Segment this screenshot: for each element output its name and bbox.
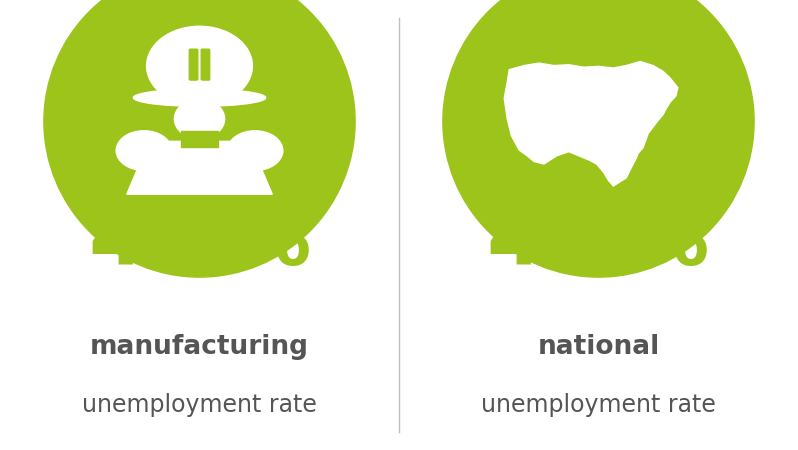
Ellipse shape — [227, 131, 282, 171]
Polygon shape — [504, 62, 678, 186]
Text: 4.0%: 4.0% — [88, 204, 311, 282]
Ellipse shape — [147, 26, 252, 106]
Polygon shape — [127, 141, 272, 194]
Ellipse shape — [133, 89, 266, 106]
Text: national: national — [537, 333, 660, 360]
Ellipse shape — [44, 0, 355, 277]
FancyBboxPatch shape — [181, 131, 218, 147]
Text: unemployment rate: unemployment rate — [82, 393, 317, 417]
FancyBboxPatch shape — [201, 49, 210, 80]
Text: manufacturing: manufacturing — [90, 333, 309, 360]
Ellipse shape — [175, 99, 224, 139]
Ellipse shape — [443, 0, 754, 277]
Text: unemployment rate: unemployment rate — [481, 393, 716, 417]
FancyBboxPatch shape — [189, 49, 198, 80]
Ellipse shape — [117, 131, 172, 171]
Text: 4.7%: 4.7% — [487, 204, 710, 282]
